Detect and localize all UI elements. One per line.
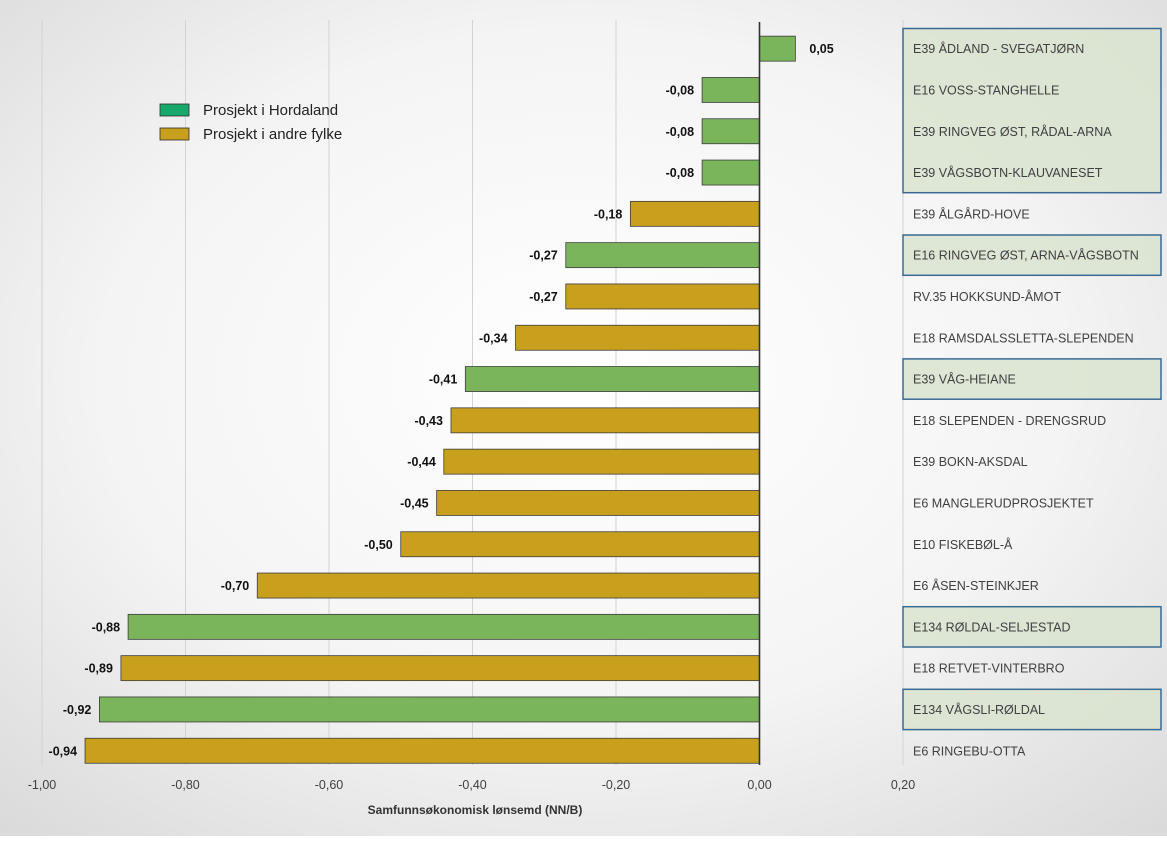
- data-label: -0,43: [414, 414, 443, 428]
- bar: [84, 737, 760, 764]
- data-label: -0,18: [594, 207, 623, 221]
- bar: [701, 159, 760, 186]
- category-label: E39 RINGVEG ØST, RÅDAL-ARNA: [913, 124, 1112, 139]
- bar: [629, 200, 760, 227]
- highlight-box: [902, 234, 1162, 277]
- x-tick-label: 0,20: [891, 778, 915, 792]
- highlight-box: [902, 27, 1162, 194]
- labels: 0,05 E39 ÅDLAND - SVEGATJØRN -0,08 E16 VOSS…: [49, 41, 1139, 758]
- category-label: E134 VÅGSLI-RØLDAL: [913, 702, 1045, 717]
- data-label: -0,89: [84, 662, 113, 676]
- x-tick-label: -1,00: [28, 778, 57, 792]
- category-label: E18 SLEPENDEN - DRENGSRUD: [913, 414, 1106, 428]
- bar: [759, 35, 796, 62]
- legend-label: Prosjekt i andre fylke: [203, 126, 342, 143]
- x-tick-label: -0,60: [315, 778, 344, 792]
- category-label: E39 VÅGSBOTN-KLAUVANESET: [913, 165, 1103, 180]
- data-label: -0,08: [666, 125, 695, 139]
- data-label: -0,41: [429, 373, 458, 387]
- bar: [464, 366, 760, 392]
- data-label: -0,70: [221, 579, 250, 593]
- data-label: -0,44: [407, 455, 436, 469]
- category-label: E6 RINGEBU-OTTA: [913, 744, 1026, 758]
- bar: [400, 531, 760, 558]
- x-tick-label: -0,20: [602, 778, 631, 792]
- highlight-box: [902, 358, 1162, 400]
- category-label: E16 RINGVEG ØST, ARNA-VÅGSBOTN: [913, 248, 1139, 263]
- legend-swatch: [159, 127, 190, 141]
- bars: [84, 35, 796, 764]
- bar: [436, 490, 760, 516]
- data-label: -0,27: [529, 290, 558, 304]
- bar: [127, 613, 760, 640]
- x-tick-label: -0,40: [458, 778, 487, 792]
- category-label: E39 ÅLGÅRD-HOVE: [913, 206, 1030, 221]
- bar: [99, 696, 760, 723]
- category-label: E18 RAMSDALSSLETTA-SLEPENDEN: [913, 331, 1134, 345]
- x-tick-label: -0,80: [171, 778, 200, 792]
- legend-label: Prosjekt i Hordaland: [203, 102, 338, 119]
- axes: -1,00 -0,80 -0,60 -0,40 -0,20 0,00 0,20: [28, 22, 915, 792]
- category-label: E16 VOSS-STANGHELLE: [913, 83, 1059, 97]
- category-label: E6 ÅSEN-STEINKJER: [913, 578, 1039, 593]
- data-label: -0,92: [63, 703, 92, 717]
- bar: [515, 324, 760, 351]
- bar: [565, 283, 760, 310]
- data-label: -0,45: [400, 496, 429, 510]
- category-label: E39 VÅG-HEIANE: [913, 372, 1016, 387]
- highlight-box: [902, 605, 1162, 648]
- category-label: RV.35 HOKKSUND-ÅMOT: [913, 289, 1061, 304]
- bar: [120, 655, 760, 682]
- data-label: -0,08: [666, 83, 695, 97]
- bar: [701, 118, 760, 145]
- bar: [443, 448, 760, 475]
- bar: [450, 407, 760, 434]
- data-label: -0,08: [666, 166, 695, 180]
- data-label: -0,50: [364, 538, 393, 552]
- data-label: 0,05: [809, 42, 833, 56]
- category-label: E39 ÅDLAND - SVEGATJØRN: [913, 41, 1084, 56]
- bar: [565, 242, 760, 269]
- legend-swatch: [159, 103, 190, 117]
- highlight-box: [902, 688, 1162, 731]
- category-label: E39 BOKN-AKSDAL: [913, 455, 1028, 469]
- data-label: -0,94: [49, 744, 78, 758]
- legend: Prosjekt i Hordaland Prosjekt i andre fyl…: [159, 102, 342, 143]
- data-label: -0,34: [479, 331, 508, 345]
- category-label: E10 FISKEBØL-Å: [913, 537, 1013, 552]
- data-label: -0,88: [92, 620, 121, 634]
- category-label: E6 MANGLERUDPROSJEKTET: [913, 496, 1094, 510]
- bar: [256, 572, 760, 599]
- category-label: E134 RØLDAL-SELJESTAD: [913, 620, 1070, 634]
- x-axis-title: Samfunnsøkonomisk lønsemd (NN/B): [368, 803, 583, 817]
- category-label: E18 RETVET-VINTERBRO: [913, 662, 1065, 676]
- x-tick-label: 0,00: [747, 778, 771, 792]
- category-highlights: [902, 27, 1162, 731]
- bar: [701, 77, 760, 103]
- data-label: -0,27: [529, 249, 558, 263]
